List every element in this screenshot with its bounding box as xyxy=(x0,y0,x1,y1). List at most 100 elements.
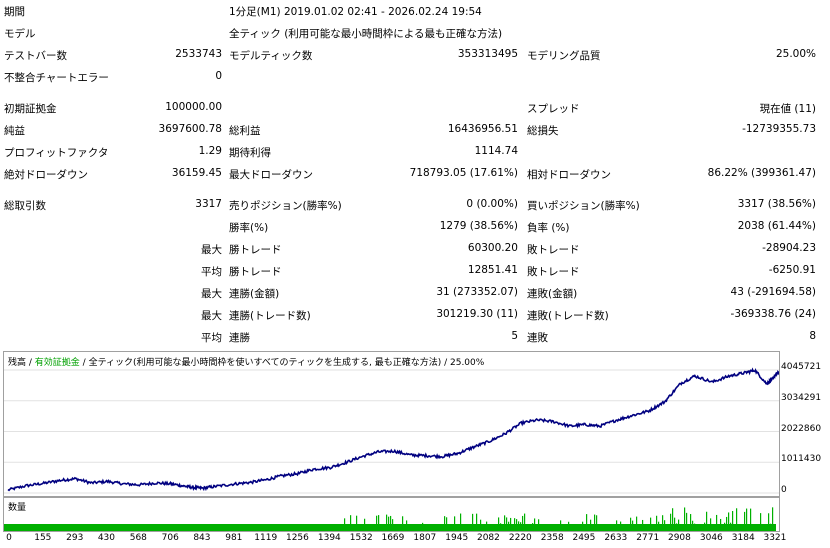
volume-bar xyxy=(744,511,746,531)
volume-bar xyxy=(350,515,352,531)
balance-line xyxy=(7,367,779,492)
report-value: 2533743 xyxy=(175,48,222,60)
volume-bar xyxy=(704,522,706,531)
volume-bar xyxy=(378,515,380,531)
volume-bar xyxy=(586,514,588,531)
volume-bar xyxy=(476,513,478,531)
report-label3: スプレッド xyxy=(527,103,580,115)
report-label: モデル xyxy=(4,28,36,40)
volume-bar xyxy=(760,513,762,531)
report-value3: 25.00% xyxy=(775,48,816,60)
volume-bar xyxy=(568,521,570,531)
report-label2: モデルティック数 xyxy=(229,50,313,62)
report-value3: 86.22% (399361.47) xyxy=(707,167,816,179)
volume-bar xyxy=(632,520,634,531)
volume-bar xyxy=(516,519,518,531)
report-value3: 現在値 (11) xyxy=(759,103,816,115)
report-label: 総取引数 xyxy=(4,200,46,212)
report-value: 0 xyxy=(215,70,222,82)
volume-bar xyxy=(454,516,456,531)
x-tick-label: 2771 xyxy=(636,533,660,543)
report-label3: 敗トレード xyxy=(527,266,580,278)
y-tick-label: 1011430 xyxy=(781,454,822,465)
chart-title: 残高 / 有効証拠金 / 全ティック(利用可能な最小時間枠を使いすべてのティック… xyxy=(8,355,484,368)
report-value: 100000.00 xyxy=(165,101,222,113)
report-label2: 連勝(トレード数) xyxy=(229,310,311,322)
volume-bar xyxy=(520,522,522,531)
report-value: 3317 xyxy=(195,198,222,210)
report-label3: 相対ドローダウン xyxy=(527,169,611,181)
report-label: プロフィットファクタ xyxy=(4,147,109,159)
balance-line-plot xyxy=(4,367,779,494)
volume-bar xyxy=(728,512,730,531)
volume-bar xyxy=(736,508,738,531)
report-value: 1.29 xyxy=(198,145,222,157)
report-label: 不整合チャートエラー xyxy=(4,72,109,84)
x-tick-label: 2495 xyxy=(572,533,596,543)
volume-bar xyxy=(510,517,512,531)
volume-bar xyxy=(474,524,476,531)
volume-bar xyxy=(652,524,654,531)
x-tick-label: 1532 xyxy=(349,533,373,543)
volume-bar xyxy=(772,507,774,531)
report-value2: 0 (0.00%) xyxy=(466,198,518,210)
volume-bar xyxy=(670,513,672,531)
volume-bar xyxy=(522,515,524,531)
x-tick-label: 1394 xyxy=(317,533,341,543)
report-value3: -6250.91 xyxy=(768,264,816,276)
report-label2: 連勝(金額) xyxy=(229,288,280,300)
volume-bar xyxy=(504,515,506,531)
chart-title-rest: 全ティック(利用可能な最小時間枠を使いすべてのティックを生成する, 最も正確な方… xyxy=(88,358,485,368)
x-tick-label: 1807 xyxy=(413,533,437,543)
volume-bar xyxy=(692,520,694,531)
volume-bar xyxy=(364,518,366,531)
y-tick-label: 0 xyxy=(781,485,787,495)
x-tick-label: 2633 xyxy=(604,533,628,543)
report-label3: 負率 (%) xyxy=(527,222,570,234)
volume-bar xyxy=(732,511,734,531)
volume-bar xyxy=(524,513,526,531)
volume-bar xyxy=(472,513,474,531)
report-label2: 総利益 xyxy=(229,125,261,137)
volume-bar xyxy=(532,523,534,531)
x-tick-label: 430 xyxy=(97,533,116,543)
volume-bar xyxy=(658,521,660,531)
volume-bar xyxy=(514,518,516,531)
x-tick-label: 155 xyxy=(34,533,52,543)
report-label3: 敗トレード xyxy=(527,244,580,256)
volume-bar xyxy=(720,518,722,531)
y-tick-label: 3034291 xyxy=(781,392,822,403)
volume-bar xyxy=(690,514,692,531)
report-value3: -369338.76 (24) xyxy=(730,308,816,320)
report-label2: 期待利得 xyxy=(229,147,271,159)
report-label3: 連敗 xyxy=(527,332,548,344)
report-label2: 勝率(%) xyxy=(229,222,269,234)
volume-bar xyxy=(392,519,394,531)
report-value: 全ティック (利用可能な最小時間枠による最も正確な方法) xyxy=(229,28,503,40)
volume-bar xyxy=(762,524,764,531)
volume-bar xyxy=(768,513,770,531)
report-value2: 718793.05 (17.61%) xyxy=(409,167,518,179)
report-label3: 連敗(金額) xyxy=(527,288,578,300)
volume-bar xyxy=(684,507,686,531)
volume-bar xyxy=(582,521,584,531)
volume-bar xyxy=(388,516,390,531)
report-prefix: 平均 xyxy=(201,332,222,344)
x-tick-label: 1945 xyxy=(445,533,469,543)
x-tick-label: 3184 xyxy=(731,533,755,543)
report-label2: 最大ドローダウン xyxy=(229,169,313,181)
x-tick-label: 293 xyxy=(66,533,84,543)
volume-bar xyxy=(460,513,462,531)
y-tick-label: 4045721 xyxy=(781,362,822,372)
report-label3: モデリング品質 xyxy=(527,50,601,62)
volume-bar xyxy=(616,520,618,531)
report-label: 初期証拠金 xyxy=(4,103,57,115)
volume-bar xyxy=(620,521,622,531)
x-tick-label: 706 xyxy=(161,533,179,543)
volume-bar xyxy=(672,508,674,531)
volume-bar xyxy=(650,517,652,531)
backtest-report: 期間 1分足(M1) 2019.01.02 02:41 - 2026.02.24 … xyxy=(4,6,816,344)
volume-bar xyxy=(506,517,508,531)
y-tick-label: 2022860 xyxy=(781,423,822,434)
report-value2: 60300.20 xyxy=(467,242,518,254)
